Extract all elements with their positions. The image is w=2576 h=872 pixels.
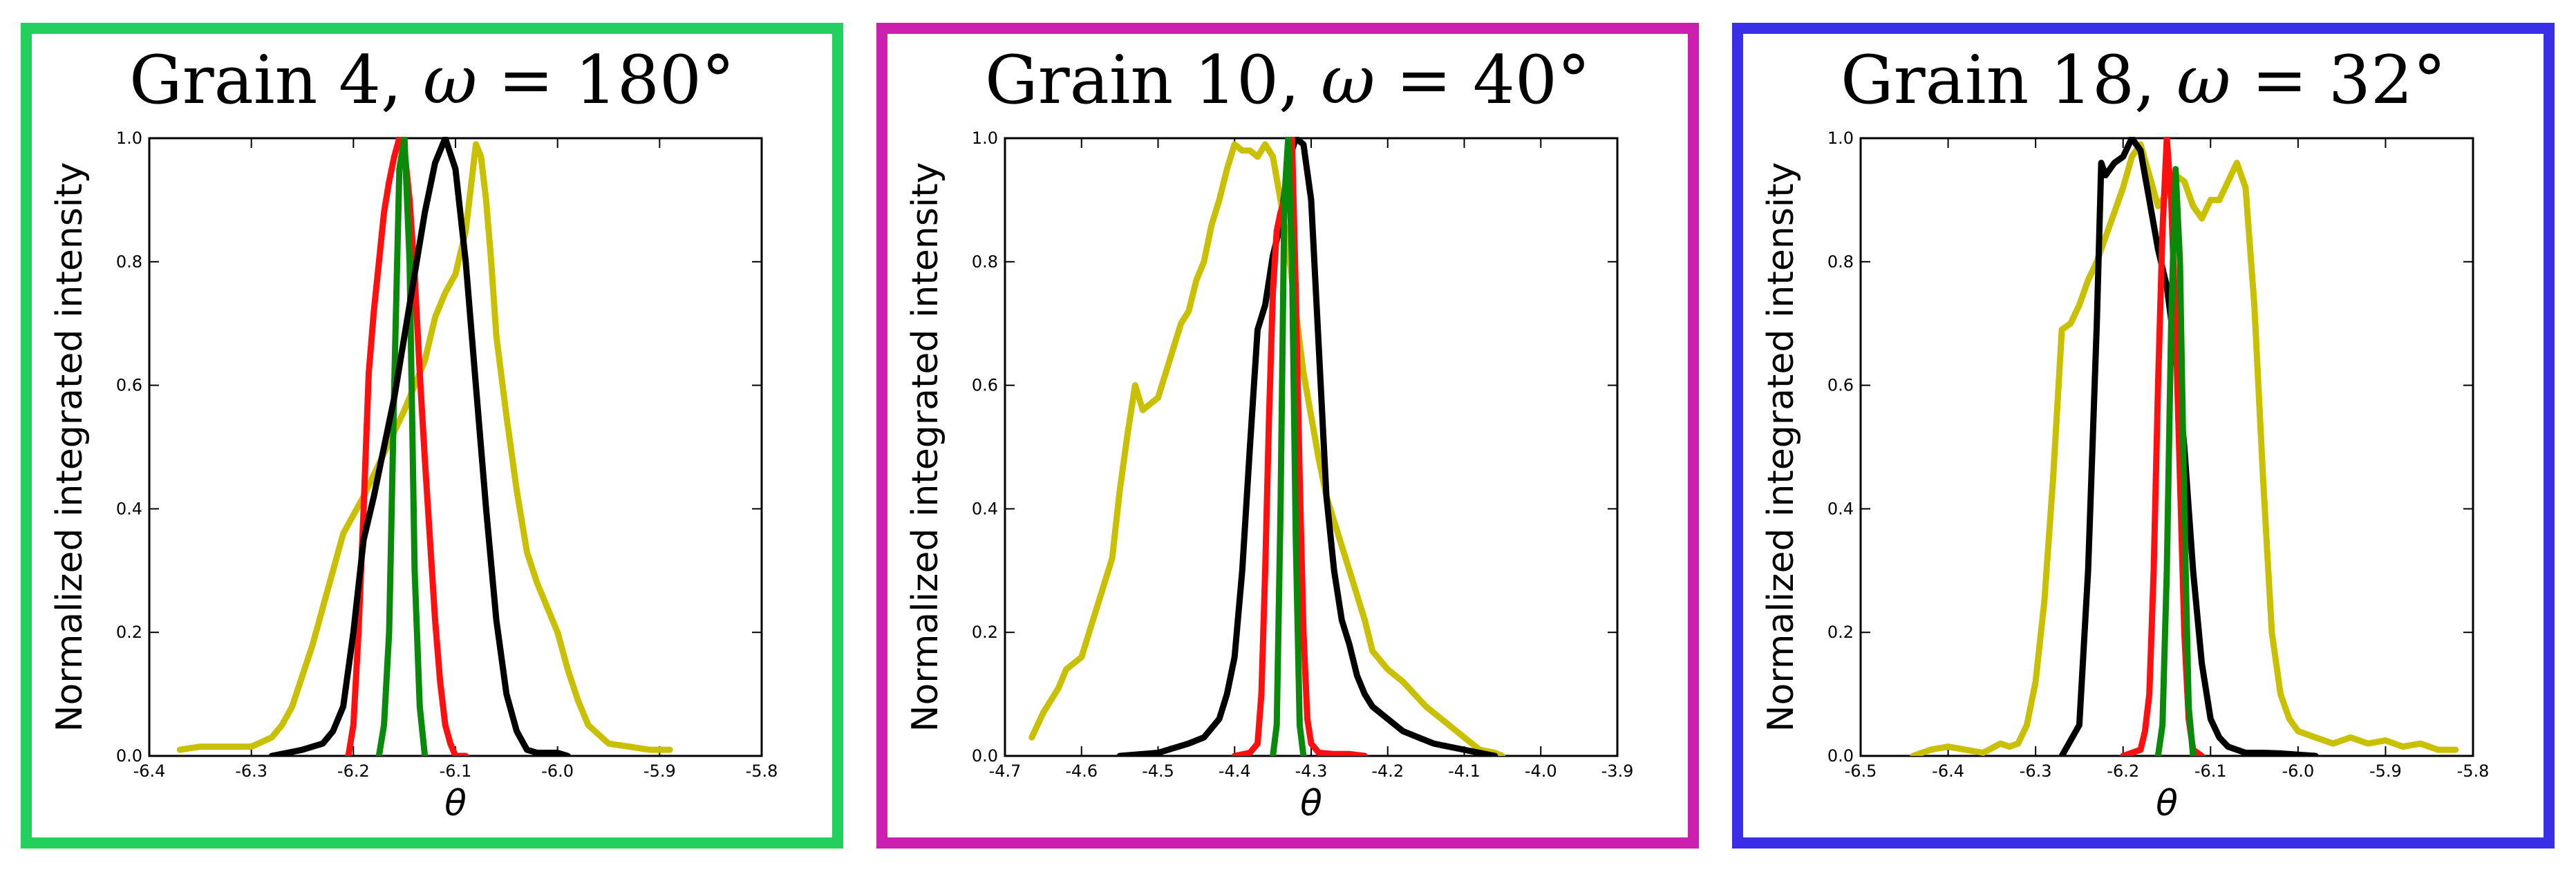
- title-omega-symbol: ω: [422, 41, 478, 119]
- chart-panel-grain-10: Grain 10, ω = 40° -4.7 -4.6 -4.5 -4.4 -4.3 -4…: [876, 23, 1699, 849]
- x-tick-label: -4.2: [1371, 761, 1404, 781]
- x-tick-label: -6.1: [2194, 761, 2227, 781]
- x-tick-label: -6.2: [337, 761, 370, 781]
- x-tick-label: -4.0: [1525, 761, 1557, 781]
- plot-area: -4.7 -4.6 -4.5 -4.4 -4.3 -4.2 -4.1 -4.0 -3.9 0.0 0…: [905, 129, 1634, 824]
- y-axis-label: Normalized integrated intensity: [1760, 162, 1802, 732]
- x-tick-label: -4.5: [1142, 761, 1174, 781]
- x-tick-label: -6.0: [541, 761, 574, 781]
- title-omega-value: = 180°: [498, 41, 735, 119]
- x-tick-label: -5.8: [2457, 761, 2490, 781]
- series-line-0: [176, 141, 673, 753]
- chart-panel-grain-18: Grain 18, ω = 32° -6.5 -6.4 -6.3 -6.2 -6.1 -6…: [1732, 23, 2555, 849]
- title-grain: Grain 10: [985, 41, 1279, 119]
- y-tick-label: 0.6: [972, 376, 998, 395]
- y-tick-label: 0.4: [972, 499, 998, 518]
- x-tick-label: -6.3: [235, 761, 267, 781]
- x-tick-label: -6.2: [2107, 761, 2139, 781]
- x-tick-label: -4.4: [1219, 761, 1251, 781]
- x-tick-label: -6.4: [133, 761, 166, 781]
- x-tick-label: -4.3: [1295, 761, 1328, 781]
- x-tick-label: -5.9: [643, 761, 676, 781]
- x-tick-label: -6.3: [2020, 761, 2052, 781]
- y-tick-label: 0.4: [116, 499, 142, 518]
- x-tick-label: -5.9: [2369, 761, 2402, 781]
- y-tick-label: 0.0: [1827, 746, 1854, 766]
- y-tick-label: 0.2: [116, 623, 142, 642]
- y-tick-label: 0.0: [116, 746, 142, 766]
- plot-area: -6.4 -6.3 -6.2 -6.1 -6.0 -5.9 -5.8 0.0 0.2 0.4 0.6…: [49, 129, 778, 824]
- y-axis-label: Normalized integrated intensity: [905, 162, 946, 732]
- x-tick-label: -6.4: [1932, 761, 1964, 781]
- x-tick-label: -4.1: [1448, 761, 1480, 781]
- y-tick-label: 0.8: [116, 252, 142, 272]
- title-omega-value: = 40°: [1395, 41, 1590, 119]
- y-tick-label: 0.8: [1827, 252, 1854, 272]
- x-axis-label: θ: [1300, 783, 1322, 824]
- y-tick-label: 1.0: [1827, 129, 1854, 148]
- title-omega-symbol: ω: [1321, 41, 1375, 119]
- series-line-3: [2154, 166, 2197, 756]
- y-tick-label: 0.4: [1827, 499, 1854, 518]
- series-line-1: [2058, 137, 2319, 756]
- x-tick-label: -6.5: [1845, 761, 1877, 781]
- title-grain: Grain 18: [1841, 41, 2135, 119]
- series-line-2: [375, 137, 429, 756]
- x-tick-label: -3.9: [1601, 761, 1634, 781]
- x-axis-label: θ: [2156, 783, 2178, 824]
- y-tick-label: 1.0: [116, 129, 142, 148]
- x-tick-label: -5.8: [746, 761, 778, 781]
- x-tick-label: -6.1: [440, 761, 472, 781]
- chart-title: Grain 10, ω = 40°: [985, 41, 1590, 119]
- series-line-1: [1116, 137, 1498, 756]
- y-tick-label: 0.6: [1827, 376, 1854, 395]
- y-tick-label: 0.2: [1827, 623, 1854, 642]
- y-tick-label: 0.6: [116, 376, 142, 395]
- title-omega-symbol: ω: [2177, 41, 2231, 119]
- plot-area: -6.5 -6.4 -6.3 -6.2 -6.1 -6.0 -5.9 -5.8 0.0 0.2 0.…: [1760, 129, 2490, 824]
- series-line-3: [1270, 137, 1307, 756]
- x-tick-label: -4.7: [989, 761, 1022, 781]
- title-grain: Grain 4: [129, 41, 381, 119]
- series-line-0: [1028, 141, 1506, 756]
- series-line-3: [268, 137, 571, 756]
- y-tick-label: 0.8: [972, 252, 998, 272]
- x-tick-label: -4.6: [1065, 761, 1098, 781]
- title-omega-value: = 32°: [2251, 41, 2446, 119]
- y-axis-label: Normalized integrated intensity: [49, 162, 91, 732]
- axes-frame: [148, 137, 763, 757]
- y-tick-label: 1.0: [972, 129, 998, 148]
- x-tick-label: -6.0: [2282, 761, 2314, 781]
- chart-panel-grain-4: Grain 4, ω = 180° -6.4 -6.3 -6.2 -6.1 -6.0 -5…: [21, 23, 843, 849]
- y-tick-label: 0.0: [972, 746, 998, 766]
- y-tick-label: 0.2: [972, 623, 998, 642]
- chart-title: Grain 4, ω = 180°: [129, 41, 735, 119]
- x-axis-label: θ: [444, 783, 467, 824]
- chart-title: Grain 18, ω = 32°: [1841, 41, 2446, 119]
